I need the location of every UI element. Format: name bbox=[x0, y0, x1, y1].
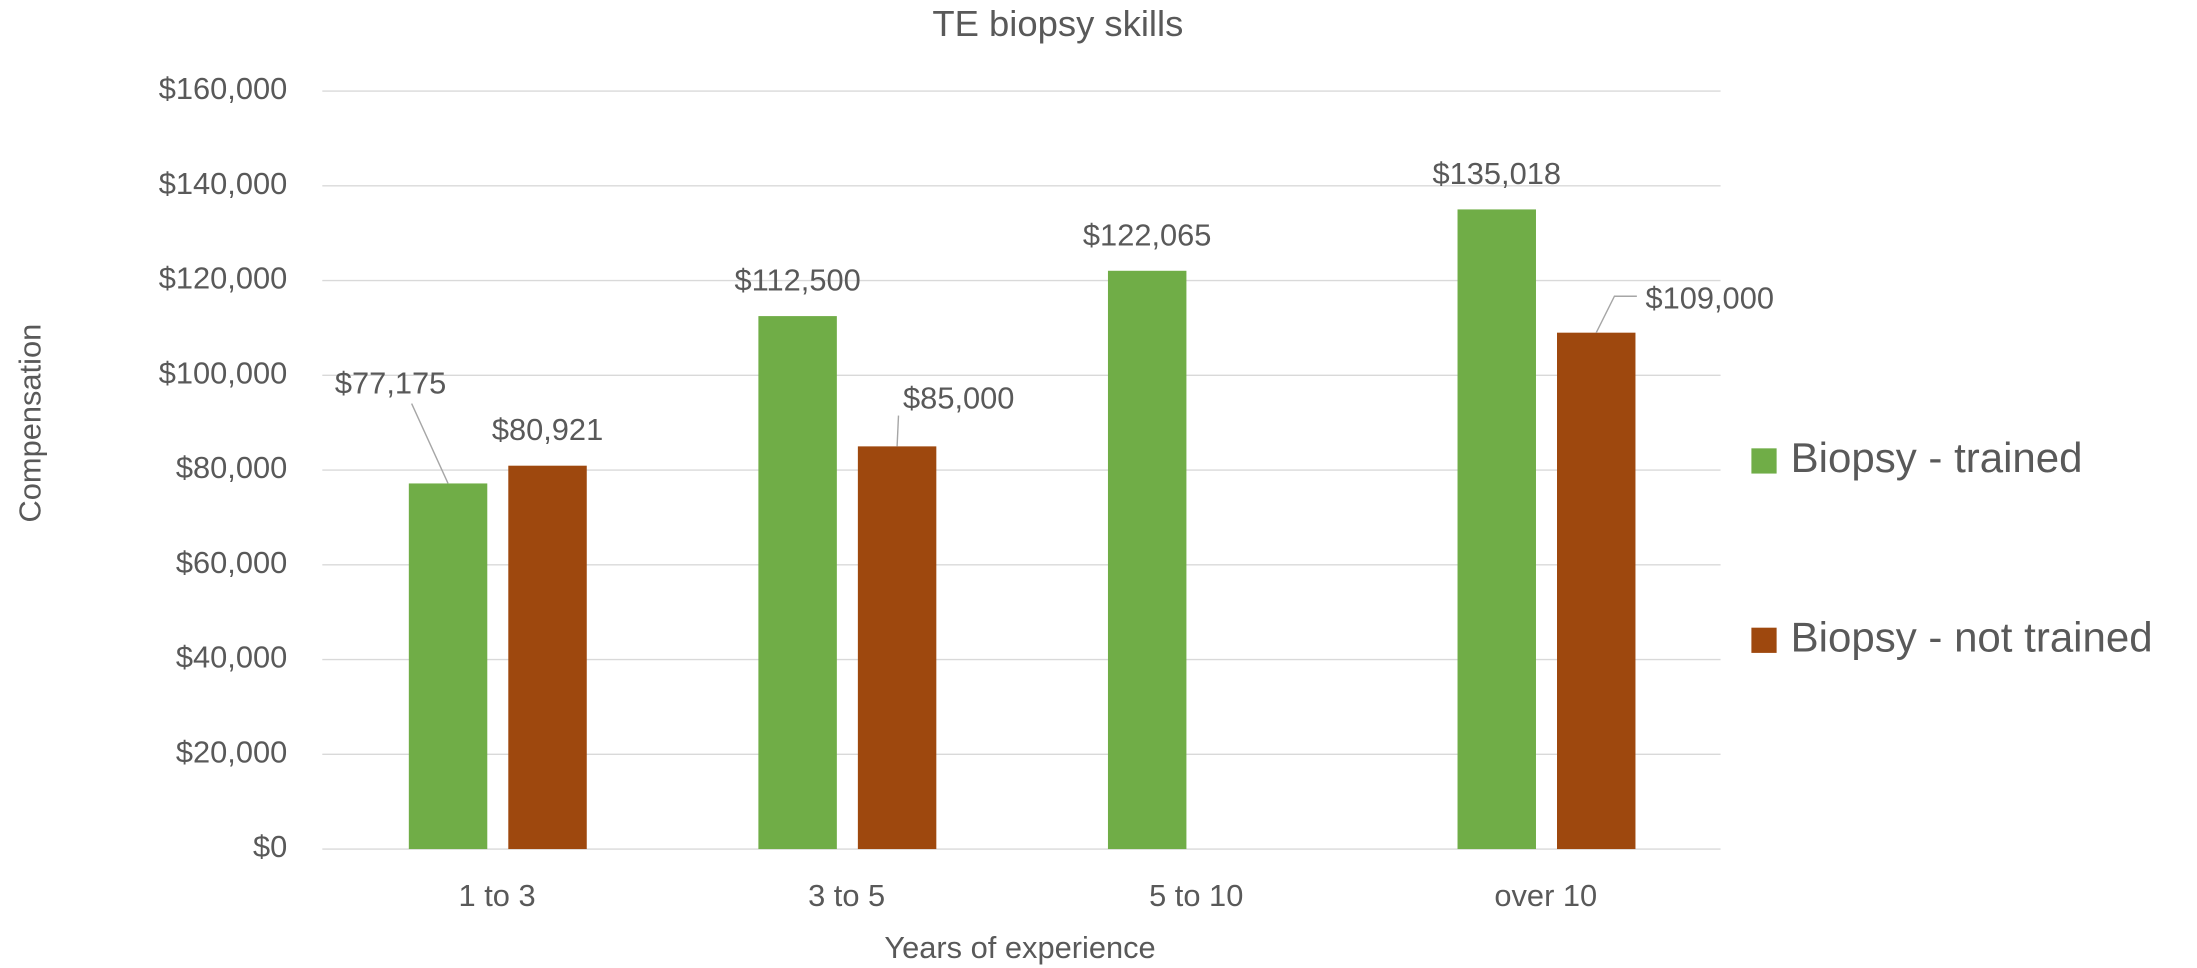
bar bbox=[508, 465, 587, 850]
legend-swatch bbox=[1751, 627, 1777, 653]
leader-line bbox=[896, 415, 900, 447]
data-label: $135,018 bbox=[1432, 156, 1561, 191]
leader-line bbox=[1595, 295, 1637, 333]
data-label: $85,000 bbox=[903, 380, 1014, 415]
y-axis-title: Compensation bbox=[12, 324, 47, 523]
bar bbox=[857, 446, 937, 850]
legend-label: Biopsy - trained bbox=[1791, 434, 2083, 481]
bar bbox=[408, 483, 488, 850]
y-tick-label: $120,000 bbox=[159, 261, 288, 296]
chart-title: TE biopsy skills bbox=[932, 3, 1183, 44]
y-tick-label: $20,000 bbox=[176, 734, 287, 769]
y-tick-label: $80,000 bbox=[176, 450, 287, 485]
y-tick-label: $160,000 bbox=[159, 71, 288, 106]
y-tick-label: $60,000 bbox=[176, 545, 287, 580]
data-label: $112,500 bbox=[735, 263, 861, 298]
bar bbox=[1107, 270, 1187, 850]
bar bbox=[1457, 209, 1536, 850]
x-tick-label: 5 to 10 bbox=[1149, 878, 1243, 913]
x-tick-label: over 10 bbox=[1494, 878, 1597, 913]
data-label: $122,065 bbox=[1083, 217, 1212, 252]
y-tick-label: $40,000 bbox=[176, 640, 287, 675]
legend-swatch bbox=[1751, 448, 1777, 474]
legend-label: Biopsy - not trained bbox=[1791, 613, 2153, 660]
y-tick-label: $140,000 bbox=[159, 166, 288, 201]
x-tick-label: 3 to 5 bbox=[808, 878, 885, 913]
y-tick-label: $0 bbox=[253, 829, 287, 864]
data-label: $109,000 bbox=[1645, 281, 1774, 316]
data-label: $77,175 bbox=[335, 366, 446, 401]
x-axis-title: Years of experience bbox=[884, 930, 1155, 965]
bar bbox=[758, 316, 837, 850]
data-label: $80,921 bbox=[492, 412, 603, 447]
y-tick-label: $100,000 bbox=[159, 355, 288, 390]
leader-line bbox=[410, 403, 449, 484]
x-tick-label: 1 to 3 bbox=[459, 878, 536, 913]
bar bbox=[1557, 332, 1636, 850]
